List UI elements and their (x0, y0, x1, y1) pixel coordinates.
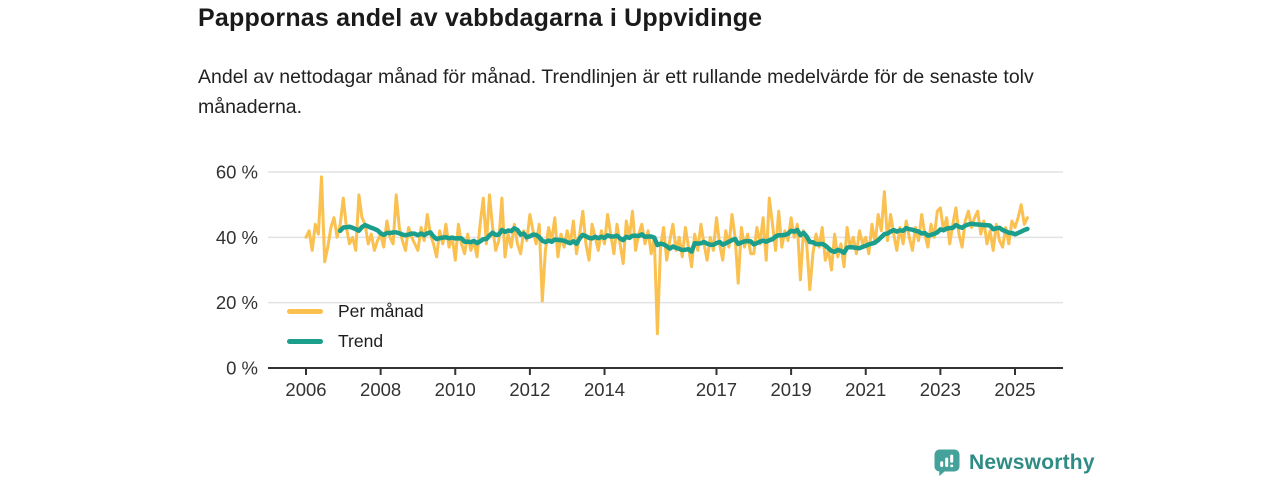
x-tick-label: 2025 (994, 379, 1035, 400)
x-tick-label: 2023 (920, 379, 961, 400)
trend-line (337, 221, 1030, 256)
x-tick-label: 2006 (285, 379, 326, 400)
legend-label-per-manad: Per månad (338, 301, 424, 321)
chart-legend: Per månad Trend (287, 301, 424, 352)
trend-line-swatch (287, 339, 323, 344)
legend-item-per-manad: Per månad (287, 301, 424, 322)
page-title: Pappornas andel av vabbdagarna i Uppvidi… (198, 4, 763, 32)
brand-name: Newsworthy (969, 450, 1095, 474)
x-tick-label: 2008 (360, 379, 401, 400)
y-tick-label: 0 % (226, 358, 258, 379)
brand-footer: Newsworthy (933, 448, 1095, 477)
per-manad-line-swatch (287, 309, 323, 314)
y-tick-label: 20 % (216, 292, 258, 313)
x-tick-label: 2010 (435, 379, 476, 400)
x-tick-label: 2012 (509, 379, 550, 400)
x-tick-label: 2017 (696, 379, 737, 400)
x-tick-label: 2021 (845, 379, 886, 400)
legend-item-trend: Trend (287, 331, 424, 352)
y-tick-label: 40 % (216, 227, 258, 248)
newsworthy-logo-icon (934, 449, 960, 477)
x-tick-label: 2019 (771, 379, 812, 400)
legend-label-trend: Trend (338, 331, 384, 351)
page-subtitle: Andel av nettodagar månad för månad. Tre… (198, 66, 1034, 118)
y-tick-label: 60 % (216, 162, 258, 183)
x-tick-label: 2014 (584, 379, 625, 400)
